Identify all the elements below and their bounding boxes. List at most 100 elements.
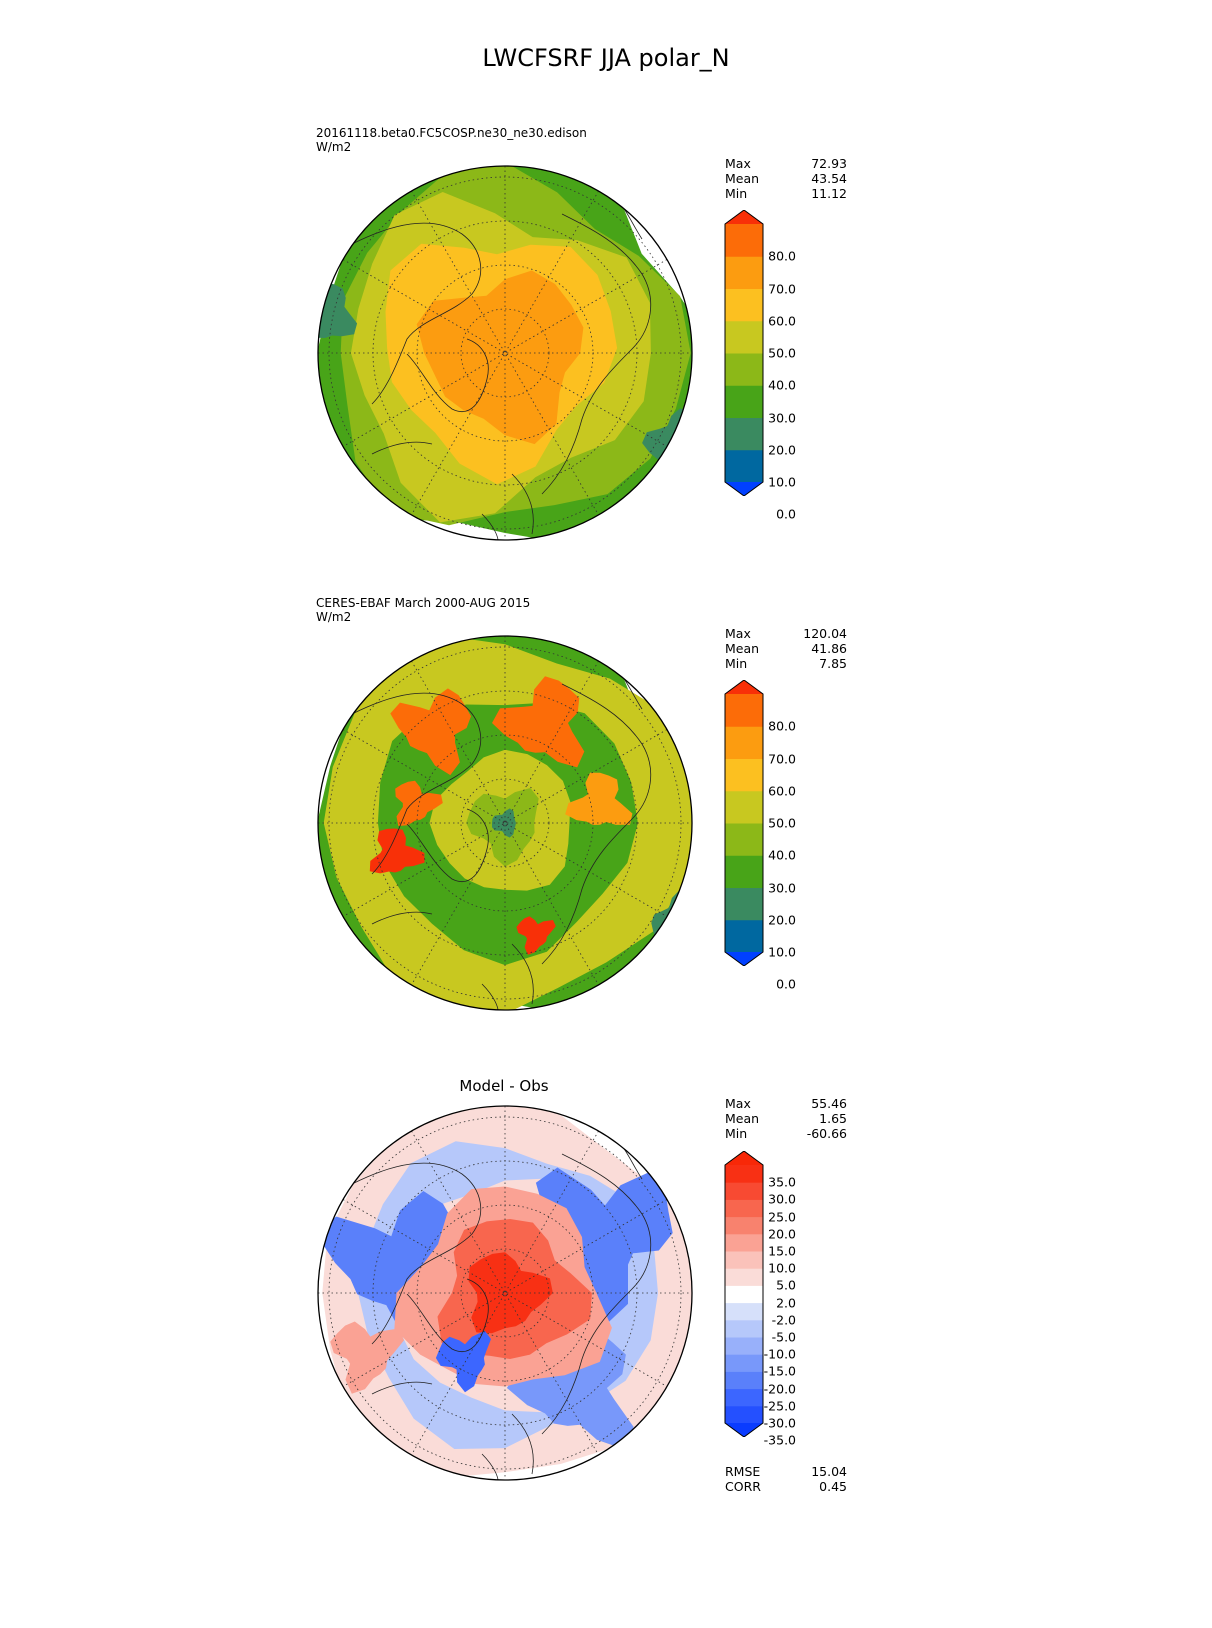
panel1-mean-label: Mean (725, 171, 760, 186)
corr-value: 0.45 (819, 1479, 847, 1494)
panel2-field (318, 636, 692, 1010)
panel1-colorbar-bin-5 (725, 320, 763, 354)
panel2-polar-map (317, 635, 693, 1011)
panel3-colorbar-bin-8 (725, 1285, 763, 1304)
panel3-colorbar-tick-label: -20.0 (763, 1381, 796, 1397)
figure-title: LWCFSRF JJA polar_N (482, 44, 730, 72)
panel3-colorbar-tick-label: 30.0 (768, 1191, 796, 1207)
panel2-max-value: 120.04 (803, 626, 847, 641)
panel3-colorbar-tick-label: 5.0 (776, 1277, 796, 1293)
panel2-contour-7 (395, 780, 443, 826)
panel3-colorbar-bin-6 (725, 1319, 763, 1338)
panel1-colorbar-outline (724, 210, 764, 496)
panel2-colorbar-tick-label: 70.0 (768, 751, 796, 766)
panel3-max-label: Max (725, 1096, 751, 1111)
panel3-stats: Max 55.46 Mean 1.65 Min -60.66 (725, 1096, 847, 1141)
panel1-graticule (318, 166, 692, 540)
panel2-colorbar-bin-4 (725, 823, 763, 856)
panel2-colorbar-bin-8 (725, 694, 763, 727)
panel1-colorbar-tick-label: 10.0 (768, 474, 796, 490)
panel2-coastlines (351, 663, 652, 1010)
panel1-case-name: 20161118.beta0.FC5COSP.ne30_ne30.edison (316, 126, 587, 140)
panel2-mean-label: Mean (725, 641, 760, 656)
panel2-colorbar-tick-label: 20.0 (768, 912, 796, 928)
panel2-colorbar-bin-2 (725, 887, 763, 921)
panel3-colorbar-tick-label: 10.0 (768, 1260, 796, 1276)
panel3-colorbar (724, 1151, 764, 1437)
panel3-metrics: RMSE 15.04 CORR 0.45 (725, 1464, 847, 1494)
panel3-colorbar-tick-label: -10.0 (763, 1346, 796, 1362)
panel2-colorbar-bin-6 (725, 758, 763, 792)
panel2-min-label: Min (725, 656, 748, 671)
panel3-colorbar-bin-10 (725, 1251, 763, 1269)
panel1-colorbar-extend-min (725, 482, 763, 496)
panel3-mean-value: 1.65 (819, 1111, 847, 1126)
panel3-colorbar-bin-12 (725, 1216, 763, 1235)
panel1-field (318, 166, 692, 540)
panel2-graticule (318, 636, 692, 1010)
panel2-colorbar-bin-3 (725, 855, 763, 888)
panel3-colorbar-bin-13 (725, 1199, 763, 1218)
panel3-colorbar-bin-9 (725, 1268, 763, 1286)
panel1-colorbar-tick-label: 70.0 (768, 281, 796, 296)
panel2-boundary (317, 635, 693, 1011)
panel1-min-label: Min (725, 186, 748, 201)
panel2-colorbar-tick-label: 50.0 (768, 815, 796, 831)
panel3-colorbar-tick-label: -15.0 (763, 1363, 796, 1379)
panel2-colorbar-labels: 80.0 70.0 60.0 50.0 40.0 30.0 20.0 10.0 0.0 (766, 680, 796, 992)
panel2-colorbar-tick-label: 80.0 (768, 718, 796, 734)
panel3-colorbar-bin-7 (725, 1302, 763, 1321)
panel1-contour-4 (416, 270, 584, 445)
panel2-colorbar-outline (724, 680, 764, 966)
panel3-field (318, 1106, 692, 1480)
panel1-stats: Max 72.93 Mean 43.54 Min 11.12 (725, 156, 847, 201)
panel3-colorbar-tick-label: -5.0 (771, 1329, 796, 1345)
panel2-units: W/m2 (316, 610, 352, 624)
panel2-colorbar-tick-label: 10.0 (768, 944, 796, 960)
panel1-colorbar-tick-label: 0.0 (776, 506, 796, 522)
panel2-header: CERES-EBAF March 2000-AUG 2015 W/m2 (316, 596, 530, 624)
panel2-mean-value: 41.86 (811, 641, 847, 656)
panel2-colorbar-extend-min (725, 952, 763, 966)
panel3-colorbar-bin-15 (725, 1165, 763, 1183)
panel2-colorbar-tick-label: 60.0 (768, 783, 796, 799)
panel3-min-label: Min (725, 1126, 748, 1141)
panel3-colorbar-tick-label: -25.0 (763, 1398, 796, 1414)
panel3-colorbar-outline (724, 1151, 764, 1437)
panel3-colorbar-bin-11 (725, 1233, 763, 1252)
panel1-header: 20161118.beta0.FC5COSP.ne30_ne30.edison … (316, 126, 587, 154)
panel1-colorbar-labels: 80.0 70.0 60.0 50.0 40.0 30.0 20.0 10.0 0.0 (766, 210, 796, 522)
panel3-boundary (317, 1105, 693, 1481)
panel1-colorbar-tick-label: 20.0 (768, 442, 796, 458)
panel3-colorbar-bin-14 (725, 1182, 763, 1200)
panel1-colorbar-bin-4 (725, 353, 763, 386)
panel2-stats: Max 120.04 Mean 41.86 Min 7.85 (725, 626, 847, 671)
panel1-colorbar-tick-label: 60.0 (768, 313, 796, 329)
panel3-colorbar-bin-3 (725, 1371, 763, 1390)
panel3-colorbar-tick-label: -2.0 (771, 1312, 796, 1328)
panel2-colorbar-bin-1 (725, 919, 763, 953)
corr-label: CORR (725, 1479, 761, 1494)
panel1-colorbar-bin-3 (725, 385, 763, 418)
panel3-coastlines (351, 1133, 652, 1480)
panel3-colorbar-tick-label: 2.0 (776, 1295, 796, 1311)
panel3-colorbar-tick-label: -35.0 (763, 1432, 796, 1448)
panel1-coastlines (351, 193, 652, 540)
panel3-contour-3 (535, 1167, 673, 1326)
panel3-colorbar-tick-label: 20.0 (768, 1226, 796, 1242)
panel2-max-label: Max (725, 626, 751, 641)
panel1-max-value: 72.93 (811, 156, 847, 171)
panel2-colorbar-bin-5 (725, 790, 763, 824)
panel3-colorbar-bin-5 (725, 1337, 763, 1355)
panel2-min-value: 7.85 (819, 656, 847, 671)
panel3-colorbar-labels: 35.0 30.0 25.0 20.0 15.0 10.0 5.0 2.0 -2.0 -5.0 -1… (763, 1151, 796, 1448)
panel3-colorbar-extend-max (725, 1151, 763, 1165)
panel1-colorbar-extend-max (725, 210, 763, 224)
panel3-colorbar-tick-label: 25.0 (768, 1209, 796, 1225)
panel1-colorbar-tick-label: 50.0 (768, 345, 796, 361)
panel1-colorbar-tick-label: 30.0 (768, 410, 796, 425)
panel2-colorbar-bin-7 (725, 726, 763, 759)
panel1-colorbar-tick-label: 80.0 (768, 248, 796, 264)
panel1-min-value: 11.12 (811, 186, 847, 201)
panel2-colorbar-tick-label: 30.0 (768, 880, 796, 895)
